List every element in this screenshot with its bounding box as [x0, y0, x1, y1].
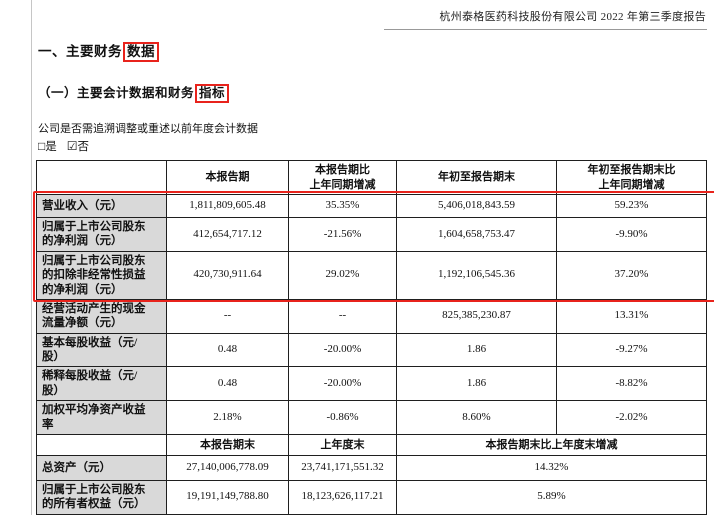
col-header-reporting-period: 本报告期	[166, 160, 289, 195]
value-cell: 0.48	[166, 366, 289, 402]
row-label: 稀释每股收益（元/股）	[36, 366, 167, 402]
table-row: 加权平均净资产收益率 2.18% -0.86% 8.60% -2.02%	[36, 400, 707, 435]
col-header-period-end: 本报告期末	[166, 433, 289, 456]
value-cell: 1.86	[396, 366, 557, 402]
value-cell: -0.86%	[288, 400, 397, 435]
value-cell: 35.35%	[288, 194, 397, 218]
row-label: 归属于上市公司股东的扣除非经常性损益的净利润（元）	[36, 250, 167, 300]
value-cell: 29.02%	[288, 250, 397, 300]
corner-cell	[36, 160, 167, 195]
value-cell: -20.00%	[288, 366, 397, 402]
value-cell: --	[288, 298, 397, 334]
table-row: 营业收入（元） 1,811,809,605.48 35.35% 5,406,01…	[36, 194, 707, 218]
table-row: 经营活动产生的现金流量净额（元） -- -- 825,385,230.87 13…	[36, 298, 707, 334]
col-header-ytd-yoy-change: 年初至报告期末比 上年同期增减	[556, 160, 707, 195]
corner-cell	[36, 433, 167, 456]
value-cell: 18,123,626,117.21	[288, 479, 397, 515]
value-cell: -20.00%	[288, 332, 397, 368]
subsection-title-highlight: 指标	[195, 84, 230, 103]
value-cell: 420,730,911.64	[166, 250, 289, 300]
table-subheader-row: 本报告期末 上年度末 本报告期末比上年度末增减	[36, 433, 707, 456]
checked-checkbox-icon: ☑	[66, 139, 78, 153]
table-header-row: 本报告期 本报告期比 上年同期增减 年初至报告期末 年初至报告期末比 上年同期增…	[36, 160, 707, 195]
financial-table: 本报告期 本报告期比 上年同期增减 年初至报告期末 年初至报告期末比 上年同期增…	[36, 160, 707, 515]
col-header-period-end-change: 本报告期末比上年度末增减	[396, 433, 707, 456]
col-header-yoy-change: 本报告期比 上年同期增减	[288, 160, 397, 195]
value-cell: 5.89%	[396, 479, 707, 515]
value-cell: -2.02%	[556, 400, 707, 435]
row-label: 营业收入（元）	[36, 194, 167, 218]
value-cell: 27,140,006,778.09	[166, 454, 289, 481]
value-cell: 825,385,230.87	[396, 298, 557, 334]
value-cell: 23,741,171,551.32	[288, 454, 397, 481]
restatement-options: □是 ☑否	[38, 138, 89, 154]
row-label: 总资产（元）	[36, 454, 167, 481]
page-header: 杭州泰格医药科技股份有限公司 2022 年第三季度报告	[439, 11, 706, 23]
restatement-note: 公司是否需追溯调整或重述以前年度会计数据	[38, 123, 258, 135]
row-label: 经营活动产生的现金流量净额（元）	[36, 298, 167, 334]
value-cell: 412,654,717.12	[166, 217, 289, 252]
value-cell: 1,192,106,545.36	[396, 250, 557, 300]
value-cell: --	[166, 298, 289, 334]
value-cell: 0.48	[166, 332, 289, 368]
value-cell: 59.23%	[556, 194, 707, 218]
header-rule	[384, 29, 707, 30]
table-row: 稀释每股收益（元/股） 0.48 -20.00% 1.86 -8.82%	[36, 366, 707, 402]
table-row: 总资产（元） 27,140,006,778.09 23,741,171,551.…	[36, 454, 707, 481]
value-cell: 8.60%	[396, 400, 557, 435]
table-row: 基本每股收益（元/股） 0.48 -20.00% 1.86 -9.27%	[36, 332, 707, 368]
row-label: 归属于上市公司股东的净利润（元）	[36, 217, 167, 252]
value-cell: 5,406,018,843.59	[396, 194, 557, 218]
checkbox-yes-label: 是	[45, 141, 57, 153]
value-cell: -8.82%	[556, 366, 707, 402]
value-cell: 1,604,658,753.47	[396, 217, 557, 252]
row-label: 基本每股收益（元/股）	[36, 332, 167, 368]
value-cell: -21.56%	[288, 217, 397, 252]
value-cell: 19,191,149,788.80	[166, 479, 289, 515]
subsection-title-text: （一）主要会计数据和财务	[38, 86, 195, 100]
row-label: 归属于上市公司股东的所有者权益（元）	[36, 479, 167, 515]
page-edge-line	[31, 0, 32, 515]
subsection-title: （一）主要会计数据和财务 指标	[38, 82, 230, 103]
value-cell: -9.90%	[556, 217, 707, 252]
checkbox-no-label: 否	[77, 141, 90, 153]
value-cell: 37.20%	[556, 250, 707, 300]
row-label: 加权平均净资产收益率	[36, 400, 167, 435]
value-cell: 1,811,809,605.48	[166, 194, 289, 218]
section-title-text: 一、主要财务	[38, 44, 122, 59]
value-cell: 1.86	[396, 332, 557, 368]
unchecked-checkbox-icon: □	[38, 139, 46, 153]
value-cell: 2.18%	[166, 400, 289, 435]
value-cell: 14.32%	[396, 454, 707, 481]
value-cell: 13.31%	[556, 298, 707, 334]
col-header-ytd: 年初至报告期末	[396, 160, 557, 195]
section-title: 一、主要财务 数据	[38, 40, 159, 62]
table-row: 归属于上市公司股东的扣除非经常性损益的净利润（元） 420,730,911.64…	[36, 250, 707, 300]
table-row: 归属于上市公司股东的所有者权益（元） 19,191,149,788.80 18,…	[36, 479, 707, 515]
value-cell: -9.27%	[556, 332, 707, 368]
col-header-prior-year-end: 上年度末	[288, 433, 397, 456]
section-title-highlight: 数据	[123, 42, 159, 62]
table-row: 归属于上市公司股东的净利润（元） 412,654,717.12 -21.56% …	[36, 217, 707, 252]
